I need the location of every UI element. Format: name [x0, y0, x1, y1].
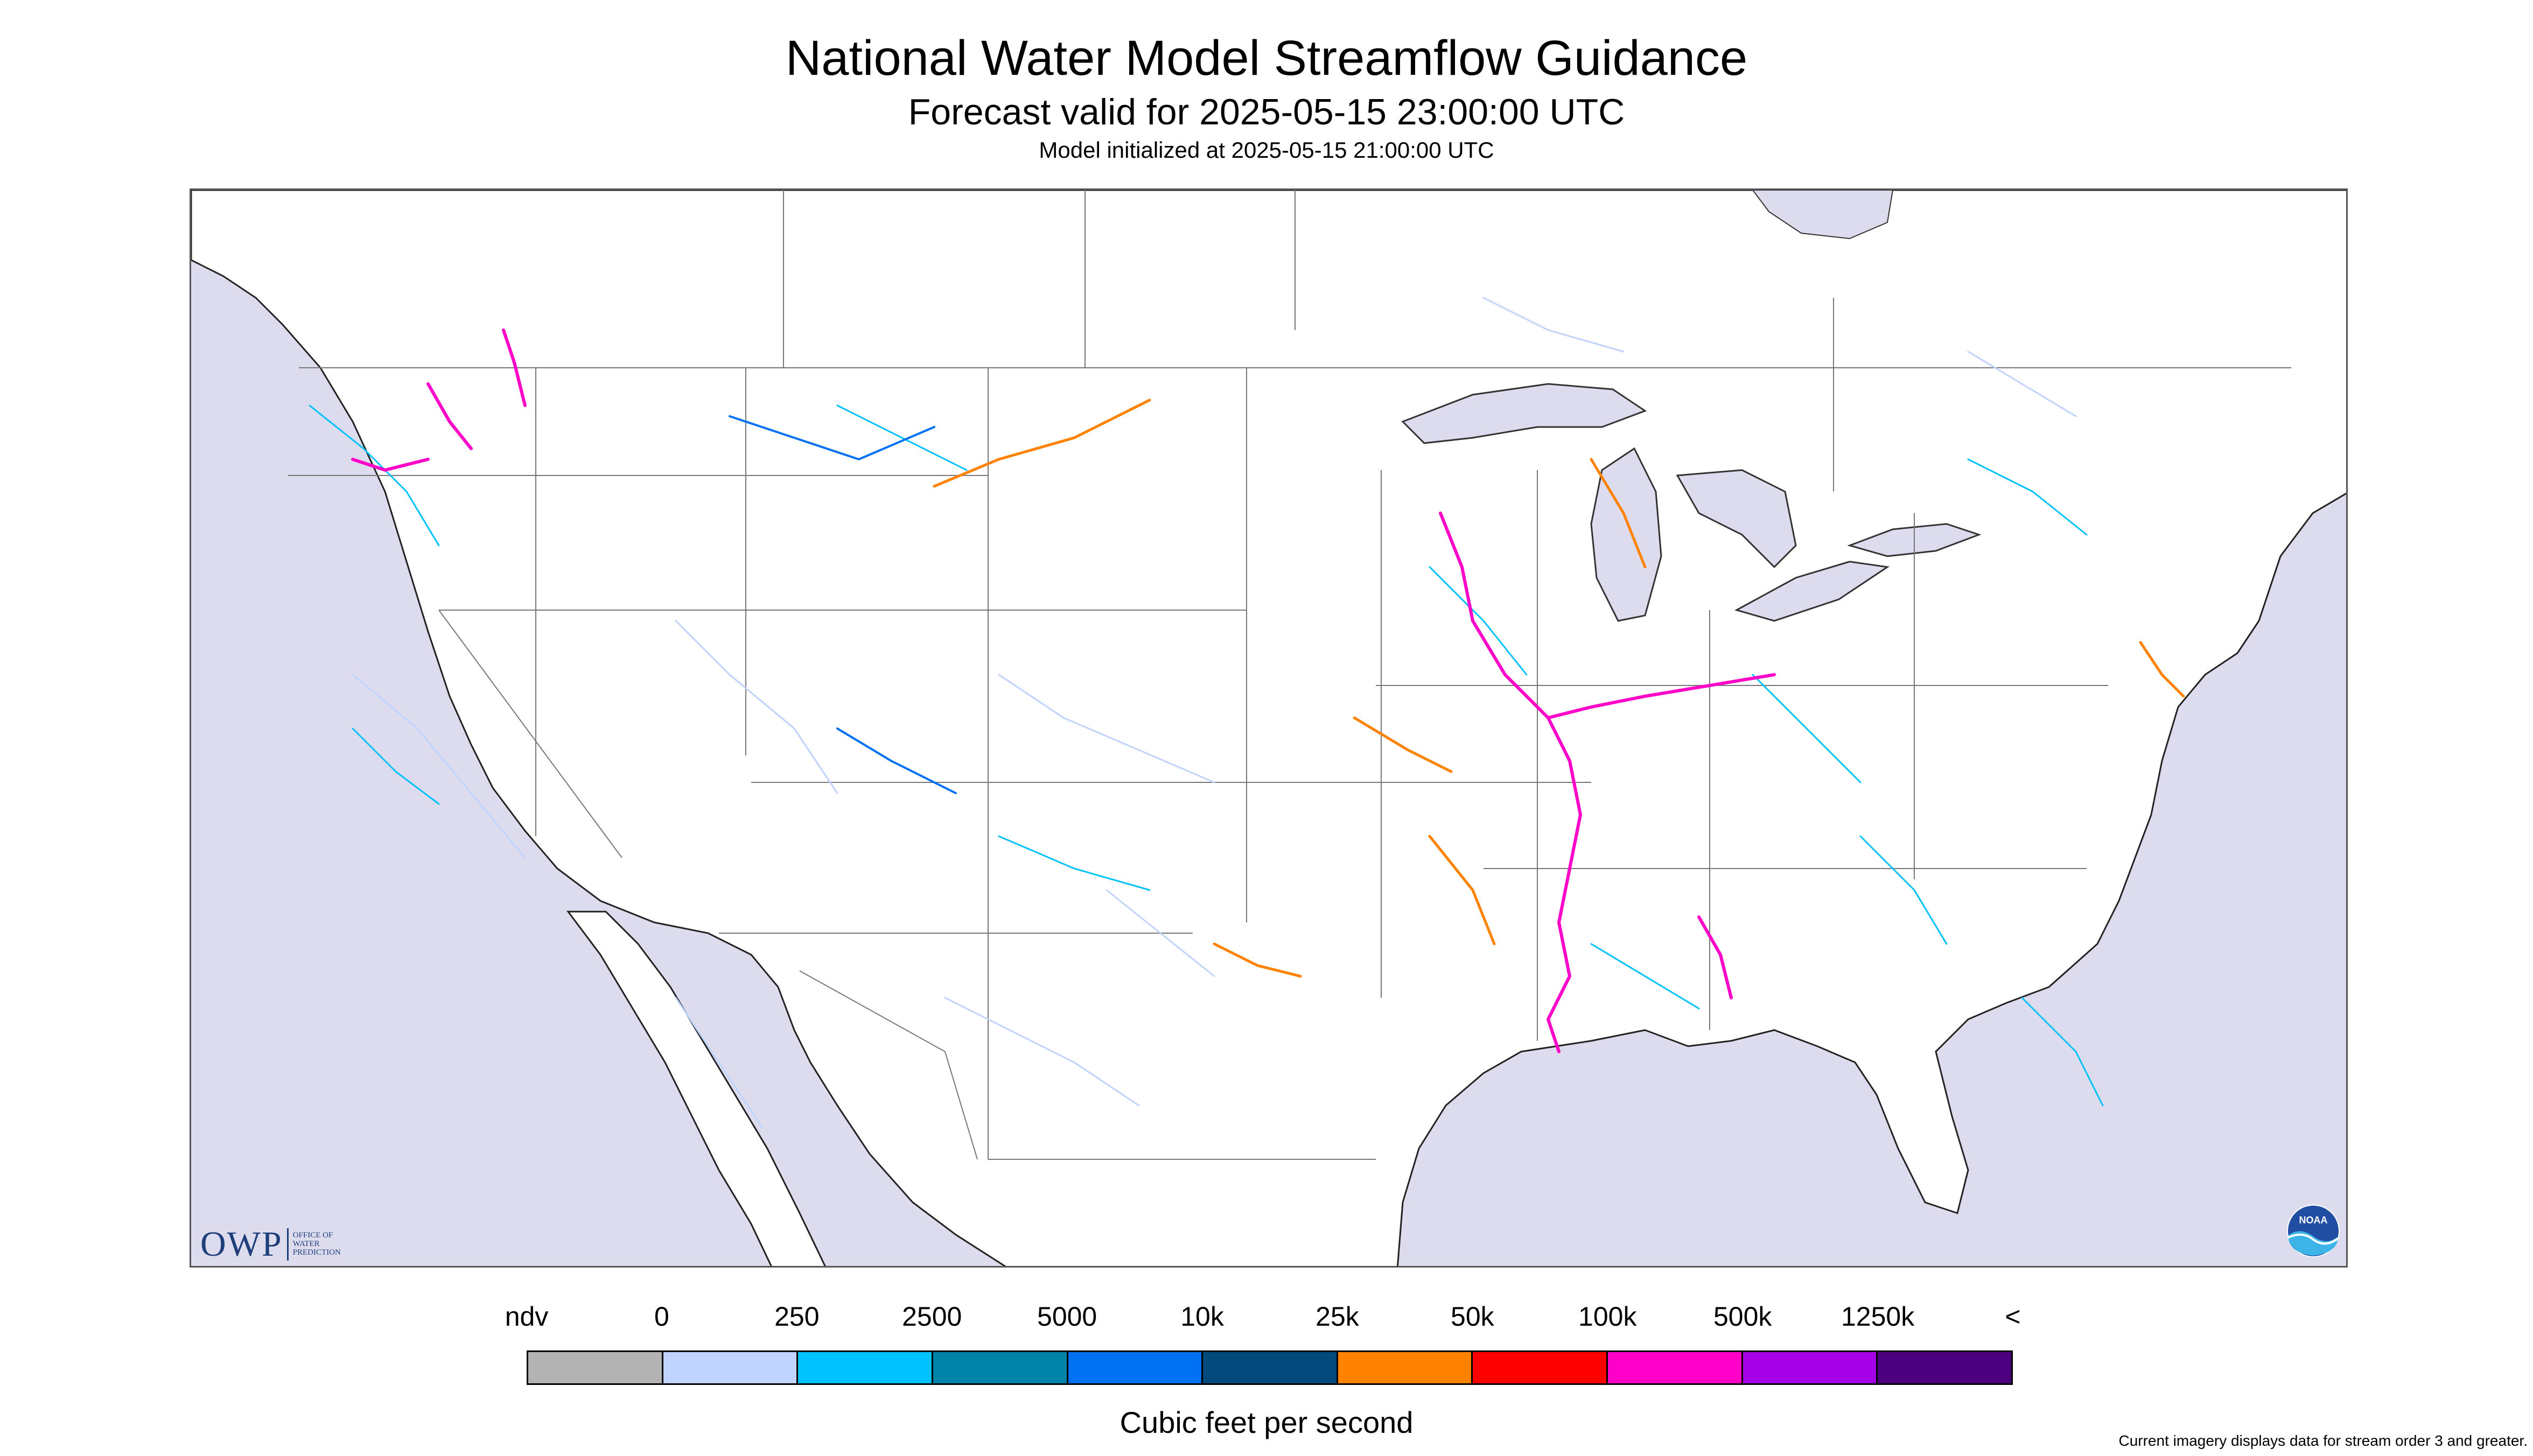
model-init-time: Model initialized at 2025-05-15 21:00:00…: [1039, 137, 1494, 163]
legend-color-bar: [527, 1350, 2013, 1385]
owp-logo-text: OFFICE OF WATER PREDICTION: [293, 1231, 341, 1257]
north-america-landmass: [191, 190, 2346, 1266]
owp-logo: OWP OFFICE OF WATER PREDICTION: [200, 1227, 341, 1262]
legend-label: 25k: [1316, 1301, 1359, 1332]
legend-label: 50k: [1451, 1301, 1494, 1332]
noaa-seal-text: NOAA: [2299, 1215, 2328, 1226]
hudson-bay-water: [1752, 190, 1894, 240]
river-network: [309, 297, 2185, 1128]
legend-swatch: [663, 1352, 799, 1383]
legend-swatch: [1743, 1352, 1878, 1383]
legend-labels: ndv 0 250 2500 5000 10k 25k 50k 100k 500k 1250k <: [0, 1303, 2533, 1335]
owp-logo-line2: WATER: [292, 1240, 320, 1249]
legend-swatch: [1608, 1352, 1743, 1383]
legend-swatch: [1068, 1352, 1203, 1383]
legend-swatch: [1203, 1352, 1338, 1383]
legend-label: 10k: [1180, 1301, 1224, 1332]
legend-label: 1250k: [1841, 1301, 1915, 1332]
legend-label: ndv: [505, 1301, 549, 1332]
legend-label: 100k: [1578, 1301, 1637, 1332]
legend-label: 2500: [902, 1301, 962, 1332]
owp-logo-line3: PREDICTION: [292, 1248, 341, 1257]
legend-swatch: [528, 1352, 663, 1383]
legend-label: 250: [774, 1301, 820, 1332]
baja-peninsula: [566, 911, 826, 1266]
page-title: National Water Model Streamflow Guidance: [785, 31, 1748, 86]
streamflow-map[interactable]: [190, 188, 2348, 1268]
legend-units: Cubic feet per second: [1119, 1405, 1414, 1439]
legend-label: <: [2005, 1301, 2021, 1332]
legend-swatch: [933, 1352, 1068, 1383]
noaa-seal-icon: NOAA: [2287, 1205, 2340, 1257]
legend-label: 5000: [1037, 1301, 1097, 1332]
legend-label: 500k: [1713, 1301, 1772, 1332]
map-canvas: [191, 190, 2346, 1266]
owp-logo-letters: OWP: [200, 1224, 283, 1264]
legend-swatch: [798, 1352, 933, 1383]
forecast-valid-time: Forecast valid for 2025-05-15 23:00:00 U…: [908, 92, 1625, 132]
legend-swatch: [1473, 1352, 1608, 1383]
owp-logo-line1: OFFICE OF: [292, 1231, 333, 1240]
legend-swatch: [1878, 1352, 2012, 1383]
footnote: Current imagery displays data for stream…: [2118, 1432, 2528, 1449]
owp-logo-divider: [286, 1228, 289, 1261]
legend-swatch: [1338, 1352, 1473, 1383]
legend-label: 0: [654, 1301, 669, 1332]
